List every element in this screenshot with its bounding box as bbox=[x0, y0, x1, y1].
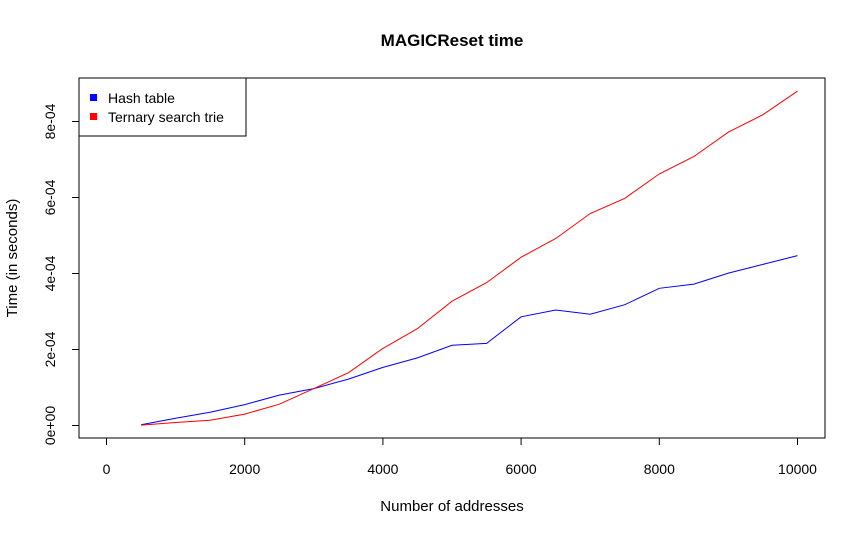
y-tick-label: 0e+00 bbox=[42, 406, 58, 446]
legend-label: Ternary search trie bbox=[108, 109, 224, 125]
x-axis: 0 2000 4000 6000 8000 10000 bbox=[103, 437, 817, 477]
x-axis-label: Number of addresses bbox=[380, 498, 523, 515]
y-tick-label: 8e-04 bbox=[42, 103, 58, 139]
legend-box bbox=[78, 77, 247, 137]
legend-swatch bbox=[90, 113, 97, 120]
legend-swatch bbox=[90, 94, 97, 101]
series-line-ternary-search-trie bbox=[141, 90, 798, 426]
series-layer bbox=[141, 90, 798, 426]
x-tick-label: 2000 bbox=[229, 461, 260, 477]
y-axis-label: Time (in seconds) bbox=[4, 199, 21, 318]
x-tick-label: 6000 bbox=[506, 461, 537, 477]
x-tick-label: 10000 bbox=[778, 461, 817, 477]
x-tick-label: 8000 bbox=[644, 461, 675, 477]
x-tick-label: 4000 bbox=[367, 461, 398, 477]
y-tick-label: 6e-04 bbox=[42, 179, 58, 215]
chart-title: MAGICReset time bbox=[381, 31, 524, 50]
series-line-hash-table bbox=[141, 255, 798, 426]
y-tick-label: 4e-04 bbox=[42, 255, 58, 291]
x-tick-label: 0 bbox=[103, 461, 111, 477]
y-tick-label: 2e-04 bbox=[42, 331, 58, 367]
legend-label: Hash table bbox=[108, 90, 175, 106]
y-axis: 0e+00 2e-04 4e-04 6e-04 8e-04 bbox=[42, 103, 80, 446]
legend: Hash table Ternary search trie bbox=[78, 77, 247, 137]
